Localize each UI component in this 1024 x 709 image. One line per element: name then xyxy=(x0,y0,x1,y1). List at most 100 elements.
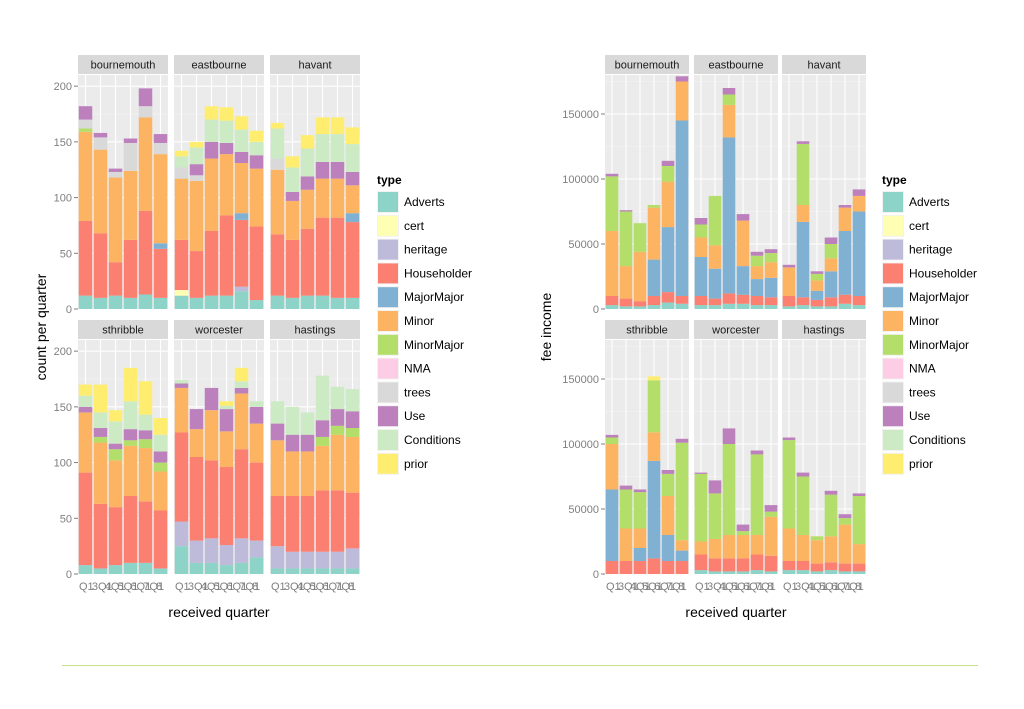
legend-entry-conditions: Conditions xyxy=(377,429,461,451)
bar-segment-prior xyxy=(123,367,138,402)
y-tick-label: 100000 xyxy=(562,174,599,186)
bar-segment-majormajor xyxy=(234,213,249,220)
bar-segment-adverts xyxy=(345,297,360,309)
bar-segment-householder xyxy=(708,298,722,306)
bar-segment-householder xyxy=(108,262,123,296)
panel-strip xyxy=(78,320,168,339)
bar-segment-householder xyxy=(764,297,778,306)
bar-segment-householder xyxy=(189,457,204,541)
y-axis-title: count per quarter xyxy=(33,273,49,380)
x-tick-label: 7Q1 xyxy=(335,581,356,593)
bar-segment-heritage xyxy=(345,548,360,569)
bar-segment-use xyxy=(315,420,330,437)
bar-segment-adverts xyxy=(174,546,189,574)
bar-segment-householder xyxy=(661,561,675,574)
legend-swatch xyxy=(378,311,398,331)
bar-segment-minor xyxy=(619,266,633,299)
legend-label: Minor xyxy=(909,314,939,328)
bar-segment-prior xyxy=(234,367,249,382)
bar-segment-minor xyxy=(750,535,764,555)
bar-stack xyxy=(605,173,619,309)
panel-strip-label: havant xyxy=(298,60,331,72)
bar-stack xyxy=(234,116,249,309)
bar-stack xyxy=(138,88,153,309)
legend-label: MinorMajor xyxy=(404,338,464,352)
bar-segment-adverts xyxy=(345,568,360,574)
bar-segment-minor xyxy=(764,262,778,278)
x-tick-label: 4Q1 xyxy=(630,581,651,593)
bar-segment-conditions xyxy=(174,156,189,168)
bar-segment-majormajor xyxy=(661,227,675,293)
legend-label: trees xyxy=(404,385,431,399)
x-tick-label: 6Q1 xyxy=(654,581,675,593)
panel-strip xyxy=(78,55,168,74)
bar-segment-trees xyxy=(189,175,204,181)
bar-segment-householder xyxy=(750,296,764,306)
bar-segment-minor xyxy=(270,169,285,235)
bar-segment-use xyxy=(824,237,838,244)
bar-stack xyxy=(300,135,315,309)
bar-segment-prior xyxy=(234,116,249,130)
bar-segment-adverts xyxy=(661,302,675,309)
legend-entry-use: Use xyxy=(377,405,426,428)
panel-strip-label: eastbourne xyxy=(708,60,763,72)
x-tick-label: 3Q1 xyxy=(284,581,305,593)
legend-title: type xyxy=(377,173,402,187)
legend-label: NMA xyxy=(404,362,431,376)
bar-segment-trees xyxy=(78,119,93,129)
legend-swatch xyxy=(378,406,398,427)
legend-entry-minor: Minor xyxy=(882,310,939,332)
bar-segment-minormajor xyxy=(852,496,866,545)
x-tick-label: 7Q1 xyxy=(143,581,164,593)
bar-segment-minor xyxy=(633,528,647,548)
bar-segment-use xyxy=(722,428,736,444)
legend-swatch xyxy=(883,382,903,403)
bar-segment-minor xyxy=(810,280,824,291)
bar-segment-use xyxy=(675,438,689,443)
bar-segment-minormajor xyxy=(661,166,675,182)
bar-segment-use xyxy=(204,141,219,159)
bar-segment-adverts xyxy=(750,305,764,309)
bar-segment-heritage xyxy=(189,540,204,563)
panel-strip xyxy=(782,55,866,74)
bar-stack xyxy=(694,472,708,574)
bar-segment-minor xyxy=(619,528,633,561)
legend-swatch xyxy=(378,358,398,379)
bar-segment-householder xyxy=(204,460,219,539)
bar-stack xyxy=(796,141,810,309)
bar-stack xyxy=(219,107,234,309)
bar-stack xyxy=(750,450,764,574)
bar-segment-trees xyxy=(108,171,123,178)
y-tick-label: 100 xyxy=(54,458,72,470)
bar-segment-minor xyxy=(204,410,219,461)
bar-segment-householder xyxy=(675,296,689,304)
bar-segment-adverts xyxy=(78,565,93,574)
bar-segment-householder xyxy=(93,233,108,298)
legend-entry-majormajor: MajorMajor xyxy=(882,286,969,309)
bar-segment-conditions xyxy=(78,395,93,407)
bar-segment-conditions xyxy=(189,147,204,165)
bar-segment-majormajor xyxy=(694,257,708,296)
bar-segment-minormajor xyxy=(675,442,689,541)
bar-segment-use xyxy=(330,409,345,426)
bar-segment-minor xyxy=(174,387,189,433)
bar-segment-conditions xyxy=(219,120,234,143)
bar-segment-minor xyxy=(189,429,204,457)
bar-segment-minor xyxy=(708,538,722,559)
bar-segment-use xyxy=(78,106,93,120)
legend-entry-minormajor: MinorMajor xyxy=(882,333,969,356)
bar-segment-minor xyxy=(315,178,330,218)
bar-segment-prior xyxy=(330,117,345,135)
bar-segment-householder xyxy=(249,226,264,301)
bar-segment-minor xyxy=(330,434,345,491)
bar-segment-conditions xyxy=(219,405,234,410)
legend-entry-heritage: heritage xyxy=(882,238,953,261)
bar-segment-conditions xyxy=(330,134,345,162)
bar-segment-minor xyxy=(838,524,852,564)
bar-segment-adverts xyxy=(285,568,300,574)
bar-segment-use xyxy=(189,164,204,176)
bar-segment-minor xyxy=(249,423,264,463)
bar-segment-use xyxy=(189,409,204,430)
